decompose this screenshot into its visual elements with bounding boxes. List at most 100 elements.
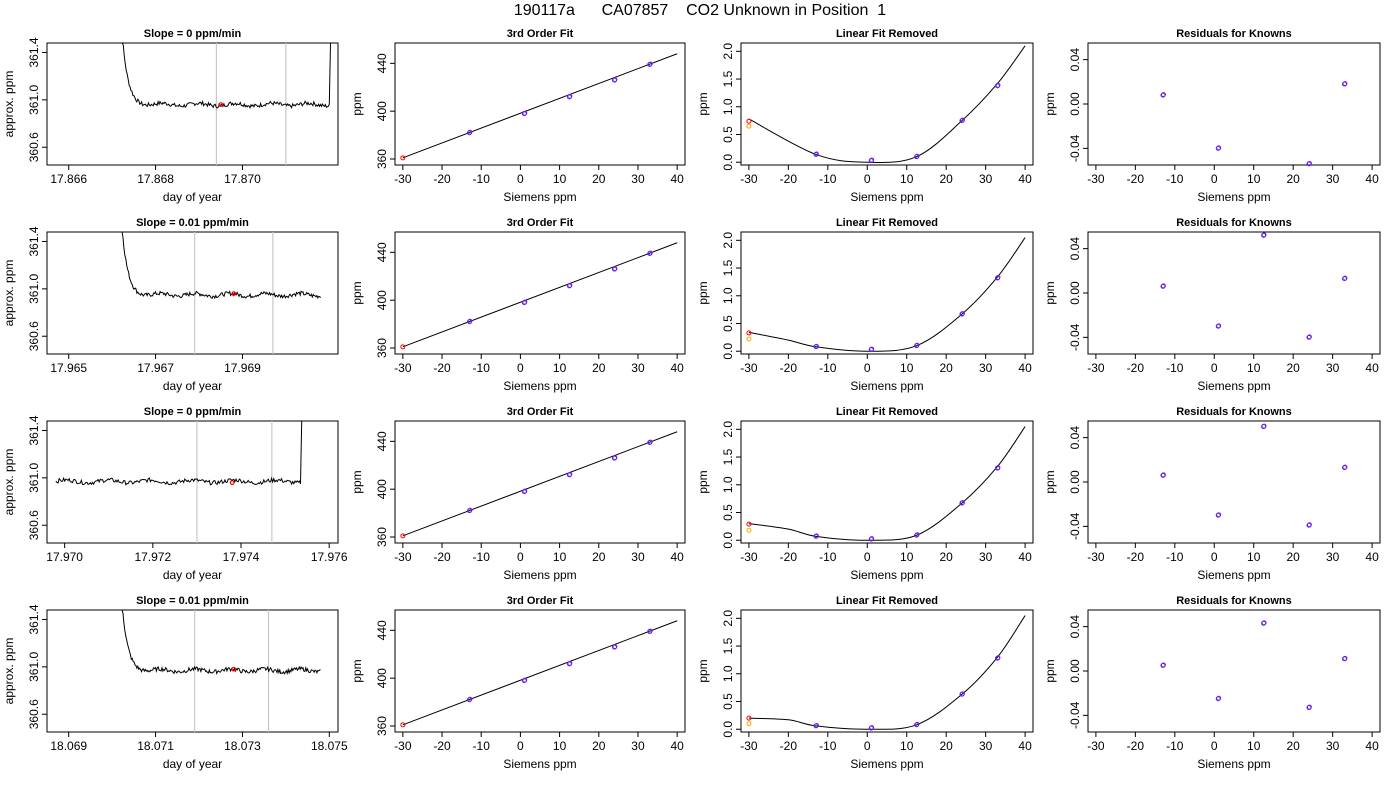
y-axis-label: approx. ppm [2,260,16,327]
panel-title: Slope = 0.01 ppm/min [136,595,249,607]
x-tick-label: 0 [1211,361,1218,375]
known-point [994,83,1000,89]
unknown-point-alt [746,123,752,129]
x-tick-label: 10 [1247,739,1261,753]
y-tick-label: -0.04 [1068,134,1082,162]
unknown-point [746,521,752,527]
x-tick-label: 18.071 [137,739,174,753]
y-tick-label: 0.00 [1068,281,1082,305]
y-tick-label: 360.6 [27,699,41,729]
known-point-overlay [914,721,920,727]
x-tick-label: 10 [1247,550,1261,564]
x-axis-label: Siemens ppm [850,379,923,393]
known-point [647,62,653,68]
known-point [868,536,874,542]
y-tick-label: 2.0 [721,43,735,60]
y-tick-label: -0.04 [1068,512,1082,540]
x-tick-label: -30 [740,172,758,186]
y-axis-label: ppm [696,92,710,115]
known-point-overlay [914,532,920,537]
x-tick-label: 40 [670,550,684,564]
known-point-overlay [914,153,920,159]
unknown-point [400,155,406,161]
x-tick-label: -20 [1127,361,1145,375]
known-point-overlay [960,691,965,697]
x-tick-label: 0 [517,361,524,375]
x-axis-label: Siemens ppm [850,757,923,771]
data-trace [115,42,331,110]
known-point [1261,620,1267,626]
known-point-overlay [1307,522,1312,528]
y-tick-label: 361.0 [27,274,41,304]
x-tick-label: -10 [473,172,491,186]
x-tick-label: 20 [940,739,954,753]
known-point [611,77,617,83]
x-tick-label: 30 [631,550,645,564]
panel-frame [740,231,1034,355]
x-tick-label: 10 [553,361,567,375]
known-point [1306,705,1312,711]
y-tick-label: 2.0 [721,421,735,438]
known-point [1160,283,1166,289]
y-tick-label: 0.00 [1068,659,1082,683]
known-point-overlay [1161,662,1166,668]
known-point-overlay [522,299,528,305]
y-tick-label: 360.6 [27,132,41,162]
x-axis-label: Siemens ppm [1197,190,1270,204]
panel-title: Linear Fit Removed [836,595,938,607]
x-tick-label: 0 [864,361,871,375]
x-tick-label: -30 [1087,361,1105,375]
x-tick-label: 40 [1365,739,1379,753]
known-point-overlay [522,488,528,494]
x-tick-label: 40 [1365,361,1379,375]
y-tick-label: 0.04 [1068,426,1082,450]
panel-title: 3rd Order Fit [507,595,574,607]
known-point [914,532,920,538]
known-point-overlay [1216,695,1222,701]
fit-curve [748,426,1026,541]
known-point [994,465,1000,471]
x-tick-label: 0 [517,172,524,186]
x-tick-label: -30 [740,739,758,753]
y-axis-label: ppm [1043,659,1057,682]
x-tick-label: 30 [979,361,993,375]
x-axis-label: Siemens ppm [850,568,923,582]
fit-curve [748,45,1026,163]
known-point-overlay [1216,512,1222,518]
known-point [959,691,965,697]
known-point [868,158,874,164]
x-tick-label: 10 [900,361,914,375]
known-point [1160,92,1166,98]
x-tick-label: 0 [517,550,524,564]
known-point [647,629,653,635]
unknown-marker [229,480,235,485]
known-point-overlay [647,61,653,67]
x-tick-label: 20 [940,361,954,375]
x-tick-label: 10 [1247,361,1261,375]
x-tick-label: -20 [780,172,798,186]
known-point-overlay [869,536,875,541]
known-point-overlay [612,77,618,82]
x-tick-label: 10 [1247,172,1261,186]
y-axis-label: ppm [1043,281,1057,304]
known-point-overlay [1216,323,1222,329]
panel-frame [394,42,686,166]
x-tick-label: -10 [473,550,491,564]
panel-title: Residuals for Knowns [1176,217,1292,229]
x-tick-label: -10 [473,739,491,753]
known-point-overlay [995,275,1001,280]
known-point [521,678,527,684]
y-tick-label: 0.0 [721,532,735,549]
panel-frame [394,231,686,355]
y-axis-label: ppm [1043,92,1057,115]
known-point-overlay [995,655,1001,660]
x-tick-label: -20 [1127,739,1145,753]
x-tick-label: 40 [670,172,684,186]
panel-frame [740,42,1034,166]
x-tick-label: -30 [1087,739,1105,753]
x-tick-label: 40 [1018,739,1032,753]
y-axis-label: approx. ppm [2,638,16,705]
x-tick-label: 17.870 [224,172,261,186]
x-tick-label: 30 [979,739,993,753]
data-trace [55,420,303,486]
